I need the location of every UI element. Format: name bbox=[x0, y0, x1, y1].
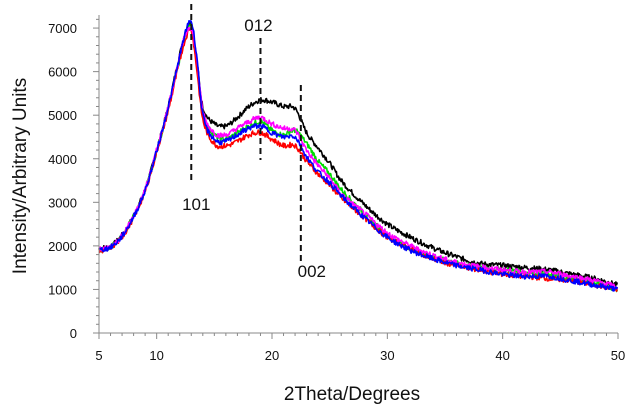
y-tick-label: 2000 bbox=[48, 239, 77, 254]
x-axis-title: 2Theta/Degrees bbox=[284, 384, 420, 405]
series-line-4 bbox=[98, 26, 619, 290]
x-tick-label: 40 bbox=[495, 348, 509, 363]
axis-layer: 0 1000 2000 3000 4000 5000 6000 7000 5 10 20 30 40 50 bbox=[48, 15, 625, 363]
x-tick-label: 30 bbox=[380, 348, 394, 363]
peak-label-012: 012 bbox=[244, 16, 272, 35]
y-tick-label: 1000 bbox=[48, 282, 77, 297]
x-tick-label: 10 bbox=[149, 348, 163, 363]
y-tick-label: 3000 bbox=[48, 195, 77, 210]
series-line-5 bbox=[98, 19, 619, 292]
y-tick-label: 7000 bbox=[48, 21, 77, 36]
x-tick-label: 5 bbox=[95, 348, 102, 363]
y-tick-label: 5000 bbox=[48, 108, 77, 123]
series-line-1 bbox=[98, 20, 619, 287]
peak-label-101: 101 bbox=[182, 195, 210, 214]
y-tick-label: 6000 bbox=[48, 65, 77, 80]
series-line-2 bbox=[98, 23, 619, 293]
y-tick-label: 0 bbox=[70, 326, 77, 341]
y-tick-label: 4000 bbox=[48, 152, 77, 167]
x-tick-label: 50 bbox=[611, 348, 625, 363]
annotation-layer: 101 012 002 bbox=[182, 4, 326, 281]
series-layer bbox=[98, 19, 619, 293]
peak-label-002: 002 bbox=[298, 262, 326, 281]
y-axis-title: Intensity/Arbitrary Units bbox=[10, 78, 31, 274]
x-tick-label: 20 bbox=[265, 348, 279, 363]
